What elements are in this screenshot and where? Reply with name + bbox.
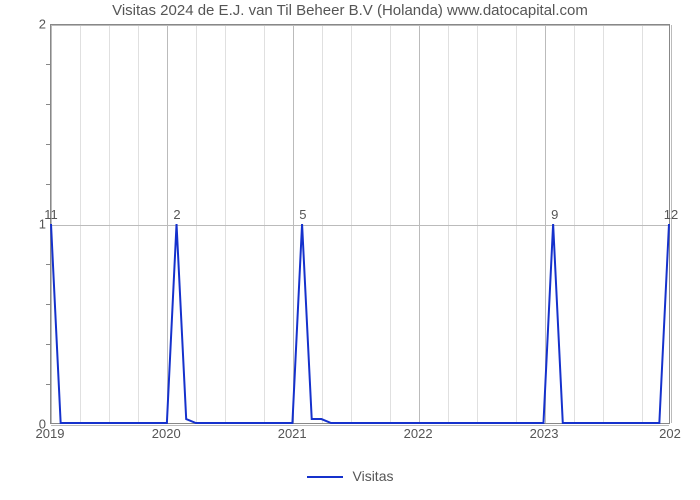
legend: Visitas [0,468,700,484]
chart-title: Visitas 2024 de E.J. van Til Beheer B.V … [0,2,700,19]
data-label: 2 [173,207,180,222]
x-tick-label: 2023 [530,426,559,441]
x-tick-label: 2020 [152,426,181,441]
data-label: 5 [299,207,306,222]
legend-swatch [307,476,343,478]
x-tick-label: 202 [659,426,681,441]
gridline-h [51,425,669,426]
chart-container: Visitas 2024 de E.J. van Til Beheer B.V … [0,0,700,500]
data-point-labels: 1125912 [51,25,669,423]
y-tick-label: 2 [39,17,46,32]
data-label: 12 [664,207,678,222]
data-label: 9 [551,207,558,222]
x-tick-label: 2019 [36,426,65,441]
data-label: 11 [44,207,58,222]
x-tick-label: 2022 [404,426,433,441]
plot-area: 1125912 [50,24,670,424]
legend-label: Visitas [353,468,394,484]
gridline-v [671,25,672,423]
x-tick-label: 2021 [278,426,307,441]
